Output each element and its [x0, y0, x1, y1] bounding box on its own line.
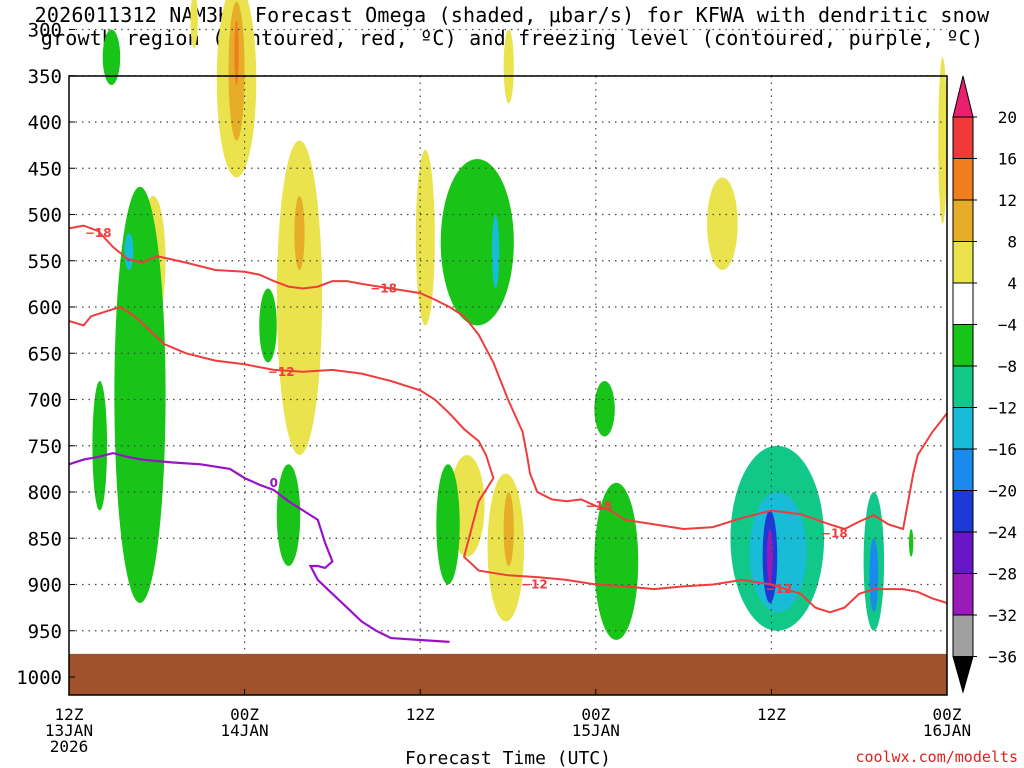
colorbar-label: −28: [988, 565, 1017, 584]
colorbar-label: 20: [998, 108, 1017, 127]
colorbar-label: 4: [1007, 274, 1017, 293]
freezing-level-line: [68, 451, 450, 643]
x-axis-title: Forecast Time (UTC): [405, 748, 611, 768]
omega-region: [938, 57, 947, 224]
colorbar-label: −12: [988, 399, 1017, 418]
omega-region: [908, 529, 914, 557]
colorbar-label: −8: [998, 357, 1017, 376]
freezing-level-label: 0: [270, 476, 278, 490]
colorbar-swatch: [952, 490, 974, 533]
omega-region: [491, 214, 500, 289]
colorbar-extend-bottom: [952, 656, 974, 694]
dgz-contour-label: −18: [85, 226, 112, 240]
colorbar-label: −20: [988, 482, 1017, 501]
y-tick-label: 500: [28, 205, 62, 227]
colorbar-swatch: [952, 365, 974, 408]
x-tick-label: 13JAN: [45, 721, 93, 740]
omega-region: [767, 529, 773, 585]
colorbar-swatch: [952, 407, 974, 450]
y-tick-label: 650: [28, 343, 62, 365]
y-tick-label: 350: [28, 66, 62, 88]
dgz-contour-label: −12: [268, 365, 295, 379]
gridlines: [69, 28, 947, 654]
dgz-contour-label: −18: [821, 527, 848, 541]
colorbar-label: −16: [988, 440, 1017, 459]
y-tick-label: 900: [28, 575, 62, 597]
x-tick-label: 00Z: [933, 705, 962, 724]
y-tick-label: 800: [28, 482, 62, 504]
colorbar-swatch: [952, 614, 974, 657]
omega-region: [503, 29, 514, 104]
colorbar-label: −36: [988, 648, 1017, 667]
omega-region: [114, 186, 166, 603]
y-tick-label: 550: [28, 251, 62, 273]
dgz-contour-label: −12: [765, 582, 792, 596]
colorbar-swatch: [952, 116, 974, 159]
x-tick-label: 16JAN: [923, 721, 971, 740]
x-tick-label: 12Z: [55, 705, 84, 724]
omega-region: [124, 233, 134, 270]
omega-region: [190, 0, 198, 48]
x-tick-label: 2026: [50, 737, 89, 756]
y-tick-label: 750: [28, 436, 62, 458]
colorbar-swatch: [952, 241, 974, 284]
omega-region: [436, 464, 460, 585]
x-tick-label: 00Z: [581, 705, 610, 724]
omega-region: [707, 177, 738, 270]
omega-region: [869, 538, 879, 613]
y-tick-label: 400: [28, 112, 62, 134]
colorbar-label: −4: [998, 316, 1017, 335]
y-tick-label: 450: [28, 158, 62, 180]
chart-title-line-1: 2026011312 NAM3KM Forecast Omega (shaded…: [34, 3, 990, 27]
colorbar-label: 12: [998, 191, 1017, 210]
x-tick-label: 00Z: [230, 705, 259, 724]
colorbar-label: 8: [1007, 233, 1017, 252]
colorbar-swatch: [952, 531, 974, 574]
omega-region: [259, 288, 277, 363]
dgz-contour-label: −18: [585, 499, 612, 513]
colorbar: 20 16 12 8 4 −4 −8 −12 −16 −20 −24 −28 −32 −36: [952, 75, 1017, 694]
colorbar-swatch: [952, 282, 974, 325]
y-tick-label: 700: [28, 390, 62, 412]
colorbar-swatch: [952, 573, 974, 616]
colorbar-label: 16: [998, 150, 1017, 169]
x-tick-label: 15JAN: [572, 721, 620, 740]
dgz-contour-label: −12: [521, 578, 548, 592]
x-tick-label: 12Z: [757, 705, 786, 724]
omega-region: [102, 29, 121, 85]
colorbar-swatch: [952, 324, 974, 367]
colorbar-swatch: [952, 448, 974, 491]
y-tick-label: 950: [28, 621, 62, 643]
omega-region: [440, 159, 514, 326]
omega-region: [594, 381, 615, 437]
omega-region: [234, 20, 239, 85]
colorbar-label: −32: [988, 606, 1017, 625]
omega-region: [294, 196, 305, 270]
x-tick-label: 14JAN: [221, 721, 269, 740]
dgz-contour-label: −18: [370, 282, 397, 296]
omega-region: [749, 492, 807, 613]
y-tick-label: 300: [28, 20, 62, 42]
colorbar-swatch: [952, 199, 974, 242]
omega-region: [276, 140, 323, 455]
omega-region: [594, 482, 639, 640]
dgz-contour-line: [68, 305, 948, 614]
y-tick-label: 1000: [16, 667, 62, 689]
omega-region: [276, 464, 301, 566]
dgz-contour-line: [68, 224, 948, 531]
y-tick-label: 600: [28, 297, 62, 319]
x-tick-label: 12Z: [406, 705, 435, 724]
credit-link[interactable]: coolwx.com/modelts: [855, 748, 1018, 766]
omega-shading: [92, 0, 947, 640]
plot-frame: [68, 75, 948, 696]
omega-region: [92, 381, 108, 511]
colorbar-extend-top: [952, 75, 974, 118]
colorbar-label: −24: [988, 523, 1017, 542]
y-tick-label: 850: [28, 528, 62, 550]
colorbar-swatch: [952, 158, 974, 201]
ground-fill: [69, 653, 947, 695]
omega-region: [503, 492, 514, 566]
